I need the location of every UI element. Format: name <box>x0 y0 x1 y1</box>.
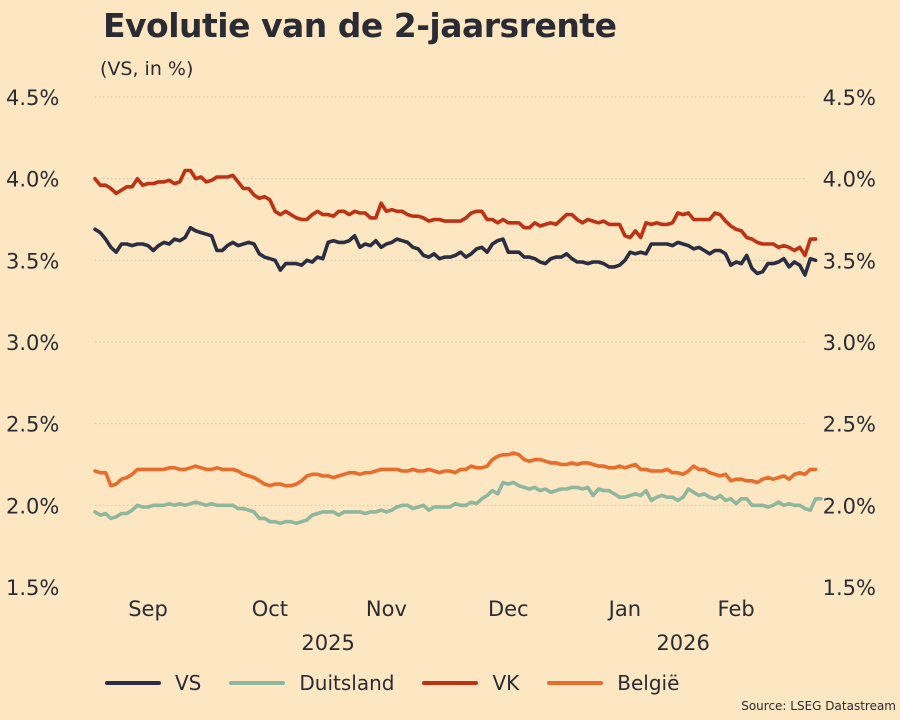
series-line-vs <box>93 225 818 277</box>
chart-legend: VS Duitsland VK België <box>105 671 707 695</box>
x-tick-label: Feb <box>718 597 755 621</box>
x-tick-label: Dec <box>488 597 529 621</box>
y-tick-label-right: 4.5% <box>823 86 876 110</box>
y-tick-label-left: 2.5% <box>6 413 59 437</box>
y-tick-label-left: 3.0% <box>6 331 59 355</box>
x-tick-label: Nov <box>366 597 407 621</box>
legend-swatch-vs <box>105 681 161 685</box>
y-tick-label-left: 4.5% <box>6 86 59 110</box>
source-note: Source: LSEG Datastream <box>741 699 896 713</box>
y-tick-label-right: 1.5% <box>823 576 876 600</box>
y-tick-label-left: 4.0% <box>6 168 59 192</box>
y-tick-label-left: 1.5% <box>6 576 59 600</box>
series-line-duitsland <box>93 480 823 526</box>
x-tick-label: Sep <box>128 597 168 621</box>
x-year-label: 2026 <box>656 631 709 655</box>
x-year-label: 2025 <box>301 631 354 655</box>
y-tick-label-left: 3.5% <box>6 249 59 273</box>
y-tick-label-right: 3.0% <box>823 331 876 355</box>
legend-item-belgie: België <box>547 671 679 695</box>
series-line-belgi <box>93 451 818 488</box>
x-tick-label: Oct <box>252 597 288 621</box>
y-tick-label-right: 2.5% <box>823 413 876 437</box>
legend-swatch-duitsland <box>229 681 286 685</box>
chart-title: Evolutie van de 2-jaarsrente <box>103 6 617 45</box>
series-line-vk <box>93 168 818 258</box>
y-tick-label-left: 2.0% <box>6 494 59 518</box>
legend-item-vs: VS <box>105 671 201 695</box>
legend-label-duitsland: Duitsland <box>299 671 395 695</box>
y-tick-label-right: 4.0% <box>823 168 876 192</box>
x-tick-label: Jan <box>607 597 641 621</box>
legend-swatch-belgie <box>547 681 604 685</box>
legend-item-duitsland: Duitsland <box>229 671 394 695</box>
legend-swatch-vk <box>422 681 479 685</box>
legend-label-vs: VS <box>175 671 202 695</box>
chart-subtitle: (VS, in %) <box>100 58 194 80</box>
legend-item-vk: VK <box>422 671 519 695</box>
y-tick-label-right: 3.5% <box>823 249 876 273</box>
legend-label-vk: VK <box>492 671 520 695</box>
legend-label-belgie: België <box>617 671 680 695</box>
y-tick-label-right: 2.0% <box>823 494 876 518</box>
